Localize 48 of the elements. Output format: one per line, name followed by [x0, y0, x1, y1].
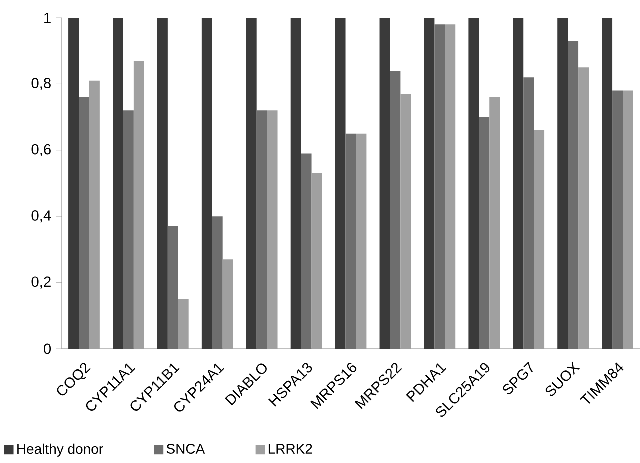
bar — [468, 18, 480, 349]
bar — [123, 110, 134, 349]
bar — [534, 130, 545, 349]
bar — [222, 260, 234, 349]
bar — [602, 18, 613, 349]
bar — [335, 18, 346, 349]
legend-label: SNCA — [166, 444, 206, 454]
bar — [558, 18, 568, 349]
bar — [79, 97, 90, 349]
y-tick-label: 0,4 — [32, 210, 52, 223]
bar — [568, 41, 579, 349]
bar — [157, 18, 168, 349]
bar — [290, 18, 302, 349]
bar — [434, 24, 446, 349]
bar — [490, 97, 500, 349]
bar — [68, 18, 80, 349]
bar — [246, 18, 257, 349]
y-tick-label: 0,8 — [32, 78, 51, 90]
y-tick-label: 0,2 — [32, 276, 51, 289]
bar — [212, 216, 223, 349]
bar — [400, 94, 412, 349]
bar — [524, 78, 534, 349]
y-tick-label: 0 — [44, 344, 52, 354]
bar — [256, 110, 268, 349]
bar — [113, 18, 124, 349]
bar — [168, 226, 178, 349]
bar — [578, 68, 589, 349]
bar — [380, 18, 390, 349]
bar — [346, 134, 356, 349]
bar — [89, 80, 100, 349]
y-tick-label: 0,6 — [32, 144, 51, 156]
bar — [267, 110, 278, 349]
bar — [202, 18, 212, 349]
bar — [513, 18, 524, 349]
bar — [623, 90, 634, 349]
bar — [356, 134, 367, 349]
bar — [134, 61, 144, 349]
legend-label: LRRK2 — [268, 444, 312, 454]
bar — [312, 174, 322, 349]
bar — [424, 18, 435, 349]
bar — [445, 24, 456, 349]
bar — [612, 90, 623, 349]
bar — [390, 70, 401, 349]
y-tick-label: 1 — [44, 12, 51, 24]
bar — [301, 154, 312, 349]
legend-label: Healthy donor — [18, 444, 104, 457]
bar — [479, 117, 490, 349]
bar — [178, 299, 189, 349]
